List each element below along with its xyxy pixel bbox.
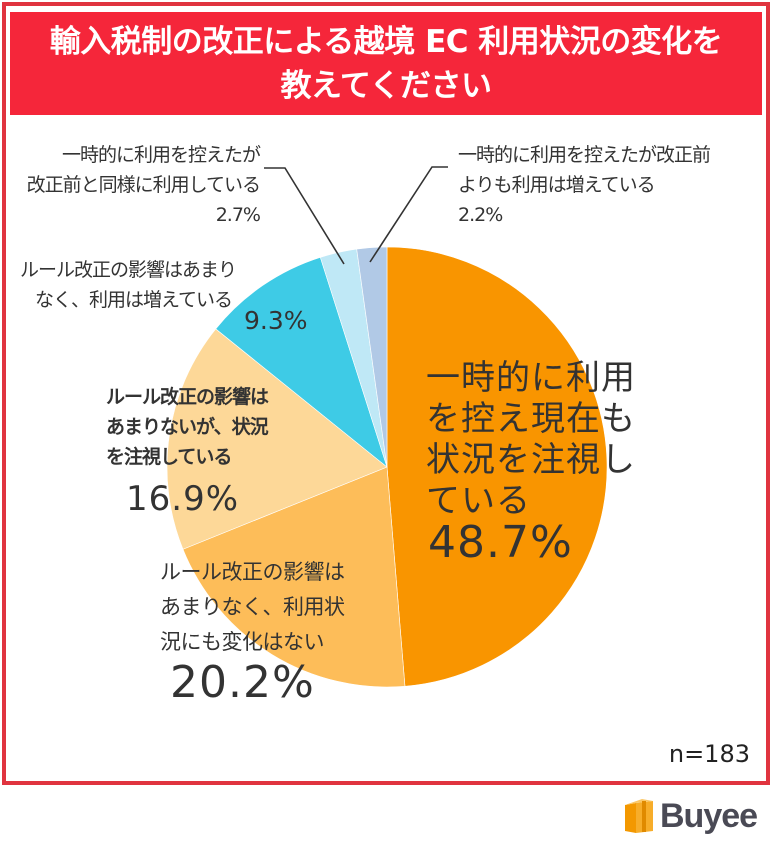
buyee-logo: Buyee: [622, 796, 758, 836]
gift-box-icon: [625, 799, 653, 833]
label-line: ている: [426, 481, 531, 521]
slice-pct-48-7: 48.7%: [428, 517, 573, 568]
leader-line-2-7: [264, 167, 345, 265]
label-line: 状況を注視し: [426, 440, 636, 480]
slice-label-48-7: 一時的に利用 を控え現在も 状況を注視し ている: [426, 358, 636, 522]
slice-pct-9-3: 9.3%: [244, 306, 308, 335]
label-pct: 2.7%: [215, 204, 261, 226]
label-line: 一時的に利用を控えたが改正前: [458, 144, 711, 166]
label-line: 一時的に利用: [426, 358, 636, 398]
label-line: ルール改正の影響は: [160, 560, 345, 584]
pie-slice: [215, 256, 388, 468]
slice-label-16-9: ルール改正の影響は あまりないが、状況 を注視している: [106, 382, 269, 472]
sample-size-label: n=183: [668, 740, 750, 768]
label-line: あまりなく、利用状: [160, 595, 345, 619]
title-line-2: 教えてください: [280, 67, 492, 104]
label-line: を控え現在も: [426, 399, 636, 439]
label-line: よりも利用は増えている: [458, 174, 656, 196]
slice-pct-16-9: 16.9%: [126, 479, 240, 519]
slice-label-20-2: ルール改正の影響は あまりなく、利用状 況にも変化はない: [160, 555, 345, 660]
label-line: あまりないが、状況: [106, 416, 269, 438]
label-line: を注視している: [106, 446, 232, 468]
pie-slice: [182, 466, 406, 688]
label-pct: 2.2%: [458, 204, 503, 226]
brand-name: Buyee: [660, 796, 758, 835]
pie-slice: [166, 328, 388, 550]
pie-slice: [386, 246, 608, 687]
label-line: なく、利用は増えている: [34, 289, 233, 311]
slice-label-2-7: 一時的に利用を控えたが 改正前と同様に利用している 2.7%: [20, 140, 261, 230]
slice-pct-20-2: 20.2%: [170, 657, 315, 708]
label-line: ルール改正の影響はあまり: [20, 259, 237, 281]
label-line: 況にも変化はない: [160, 630, 324, 654]
label-line: ルール改正の影響は: [106, 386, 269, 408]
slice-label-9-3: ルール改正の影響はあまり なく、利用は増えている: [20, 255, 237, 315]
pie-slices: [166, 246, 608, 688]
label-line: 改正前と同様に利用している: [26, 174, 261, 196]
slice-label-2-2: 一時的に利用を控えたが改正前 よりも利用は増えている 2.2%: [458, 140, 711, 230]
leader-line-2-2: [369, 166, 448, 263]
label-line: 一時的に利用を控えたが: [61, 144, 261, 166]
title-line-1: 輸入税制の改正による越境 EC 利用状況の変化を: [49, 23, 723, 60]
pie-slice: [356, 246, 388, 468]
title-banner: 輸入税制の改正による越境 EC 利用状況の変化を 教えてください: [10, 12, 762, 115]
